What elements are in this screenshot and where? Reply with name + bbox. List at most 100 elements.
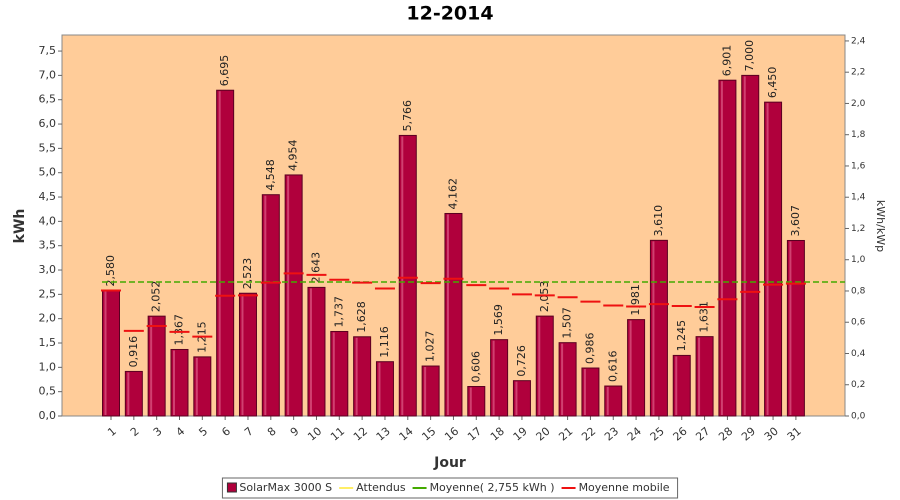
bar-highlight [309,288,312,415]
y-tick-label: 0,5 [39,385,57,398]
y2-tick-label: 0,4 [851,349,866,359]
y-tick-label: 7,5 [39,44,57,57]
x-tick-label: 2 [128,425,142,439]
legend-label: Attendus [356,481,406,494]
legend-label: Moyenne mobile [579,481,670,494]
x-tick-label: 3 [151,425,165,439]
y2-tick-label: 0,6 [851,318,866,328]
value-label: 1,631 [698,301,711,333]
bar-highlight [789,241,792,415]
x-tick-label: 15 [419,425,438,444]
x-tick-label: 12 [351,425,370,444]
value-label: 6,450 [766,67,779,99]
y2-tick-label: 0,2 [851,380,865,390]
x-tick-label: 7 [242,425,256,439]
x-tick-label: 31 [785,425,804,444]
y2-tick-label: 1,0 [851,255,866,265]
bar [649,239,668,417]
bar [695,336,714,417]
y-tick-label: 2,0 [39,312,57,325]
value-label: 3,610 [652,205,665,237]
bar-highlight [469,387,472,415]
value-label: 7,000 [743,40,756,72]
bar [398,134,417,417]
x-tick-label: 14 [397,425,416,444]
x-tick-label: 4 [174,425,188,439]
bar [421,365,440,417]
y-tick-label: 6,0 [39,117,57,130]
bar-highlight [287,175,290,415]
bar-highlight [743,76,746,416]
bar-highlight [104,291,107,415]
bar-highlight [675,356,678,415]
value-label: 4,954 [287,139,300,171]
x-tick-label: 29 [739,425,758,444]
x-tick-label: 18 [488,425,507,444]
bar [261,194,280,417]
bar [124,370,143,417]
bar [170,348,189,417]
bar-highlight [355,337,358,415]
bar [238,292,257,417]
chart-title: 12-2014 [406,3,493,25]
bar [307,286,326,417]
x-tick-label: 21 [556,425,575,444]
x-tick-label: 19 [511,425,530,444]
bar-highlight [424,367,427,415]
value-label: 4,548 [264,159,277,191]
y-axis-label: kWh [12,209,28,244]
value-label: 0,606 [469,351,482,383]
bar [627,319,646,417]
y2-axis-label: kWh/kWp [874,200,887,252]
bar [672,354,691,417]
bar [558,342,577,417]
y-tick-label: 6,5 [39,93,57,106]
x-tick-label: 9 [288,425,302,439]
x-tick-label: 22 [579,425,598,444]
x-tick-label: 13 [374,425,393,444]
value-label: 1,569 [492,304,505,336]
bar [375,361,394,417]
bar-highlight [515,381,518,415]
legend-label: SolarMax 3000 S [239,481,332,494]
bar [741,74,760,417]
bar-highlight [241,294,244,415]
y-tick-label: 5,0 [39,166,57,179]
value-label: 1,507 [561,307,574,339]
bar-highlight [698,337,701,415]
value-label: 3,607 [789,205,802,237]
y-tick-label: 2,5 [39,287,57,300]
bar-highlight [538,317,541,415]
bar [216,89,235,417]
value-label: 1,981 [629,284,642,316]
x-axis-label: Jour [433,455,466,471]
x-tick-label: 24 [625,425,644,444]
x-tick-label: 5 [196,425,210,439]
y-tick-label: 4,5 [39,190,57,203]
value-label: 1,737 [332,296,345,328]
bar-highlight [561,343,564,415]
value-label: 1,027 [424,331,437,363]
legend-label: Moyenne( 2,755 kWh ) [430,481,555,494]
y-tick-label: 4,0 [39,214,57,227]
x-tick-label: 23 [602,425,621,444]
bar-highlight [378,362,381,415]
y2-tick-label: 0,0 [851,412,866,422]
bar-highlight [629,320,632,415]
value-label: 2,643 [309,252,322,284]
value-label: 6,901 [720,45,733,77]
bar [490,339,509,417]
x-tick-label: 1 [105,425,119,439]
bar [147,315,166,417]
x-tick-label: 6 [219,425,233,439]
y2-tick-label: 2,4 [851,36,866,46]
x-tick-label: 27 [693,425,712,444]
bar-highlight [172,350,175,415]
bar [604,385,623,417]
x-tick-label: 26 [671,425,690,444]
bar [764,101,783,417]
value-label: 5,766 [401,100,414,132]
y2-tick-label: 2,0 [851,99,866,109]
value-label: 1,367 [172,314,185,346]
value-label: 2,580 [104,255,117,287]
